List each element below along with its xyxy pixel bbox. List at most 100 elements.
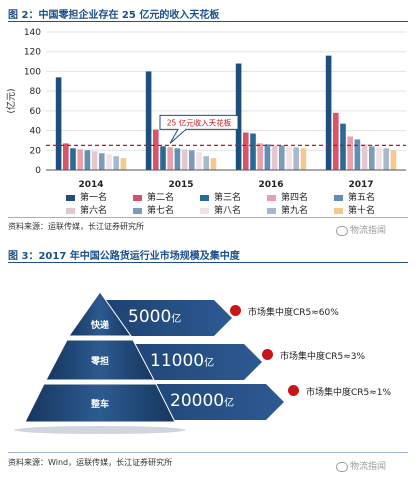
legend-item: 第六名 [66, 203, 107, 216]
pyramid-shapes [14, 291, 284, 434]
bar [70, 148, 76, 170]
figure-2-title: 图 2：中国零担企业存在 25 亿元的收入天花板 [8, 10, 220, 21]
y-tick-label: 20 [30, 146, 42, 156]
pyramid-level-name: 整车 [90, 400, 109, 410]
bar [243, 132, 249, 170]
concentration-label: 市场集中度CR5≈60% [248, 308, 339, 318]
bar [91, 151, 98, 170]
figure-2-top-rule [8, 21, 408, 22]
bar [167, 147, 173, 170]
pyramid-value-number: 11000 [150, 351, 205, 371]
pyramid-tier [24, 383, 176, 423]
y-axis-label: (亿元) [5, 88, 17, 113]
x-tick-label: 2017 [348, 180, 373, 190]
figure-3-top-rule [8, 262, 408, 263]
figure-3-bottom-rule [8, 452, 408, 453]
concentration-dot [230, 305, 241, 316]
pyramid-level-name: 快递 [90, 321, 109, 331]
legend-label: 第四名 [281, 193, 309, 203]
ceiling-callout-box [159, 114, 239, 130]
x-tick-label: 2015 [168, 180, 193, 190]
bar [174, 148, 181, 170]
bar [286, 146, 292, 170]
concentration-dot [288, 385, 299, 396]
watermark-text: 物流指闻 [350, 462, 387, 472]
figure-2-bottom-rule [8, 217, 408, 218]
y-tick-label: 60 [30, 107, 42, 117]
legend-swatch [200, 194, 209, 201]
legend-swatch [267, 207, 276, 214]
x-tick-label: 2014 [78, 180, 103, 190]
wechat-icon [336, 225, 348, 236]
ceiling-reference: 25 亿元收入天花板 [46, 114, 406, 146]
revenue-bar-chart: 0 20 40 60 80 100 120 140 (亿元) 2014 2015 2016 2017 2… [5, 28, 406, 190]
legend-swatch [66, 207, 75, 214]
legend-swatch [267, 194, 276, 201]
figure-2-source: 资料来源：运联传媒，长江证券研究所 [8, 222, 144, 231]
bar [390, 150, 397, 170]
bar [77, 149, 83, 170]
legend-swatch [334, 207, 343, 214]
legend-swatch [133, 207, 142, 214]
y-tick-label: 140 [24, 28, 41, 38]
bar [300, 148, 307, 170]
bar [347, 136, 353, 170]
figure-3-source: 资料来源：Wind，运联传媒，长江证券研究所 [8, 458, 173, 467]
legend-label: 第二名 [147, 193, 175, 203]
legend-label: 第八名 [214, 206, 242, 216]
legend-label: 第九名 [281, 206, 309, 216]
pyramid-band [100, 300, 232, 336]
chart-axis: 0 20 40 60 80 100 120 140 (亿元) 2014 2015 2016 2017 [5, 28, 406, 190]
watermark-text: 物流指闻 [350, 226, 387, 236]
bar [376, 147, 382, 170]
ceiling-callout-pointer [169, 128, 187, 144]
bar [55, 77, 62, 170]
pyramid-tier [45, 339, 155, 381]
legend-label: 第六名 [80, 206, 108, 216]
bar [361, 144, 368, 170]
legend-item: 第十名 [334, 203, 375, 216]
bar [196, 152, 202, 170]
pyramid-value-unit: 亿 [171, 314, 182, 325]
legend-label: 第十名 [348, 206, 376, 216]
bar [84, 150, 91, 170]
concentration-label: 市场集中度CR5≈1% [306, 388, 392, 398]
legend-label: 第五名 [348, 193, 376, 203]
legend-item: 第四名 [267, 190, 308, 203]
y-tick-label: 120 [24, 48, 41, 58]
legend-item: 第七名 [133, 203, 174, 216]
legend-swatch [66, 194, 75, 201]
bar [325, 55, 332, 170]
legend-label: 第三名 [214, 193, 242, 203]
pyramid-value-number: 20000 [170, 391, 225, 411]
pyramid-level-value: 5000亿 [128, 307, 181, 327]
legend-item: 第五名 [334, 190, 375, 203]
bar [383, 148, 389, 170]
legend-label: 第七名 [147, 206, 175, 216]
bar [203, 156, 209, 170]
legend-item: 第一名 [66, 190, 107, 203]
bar [189, 150, 195, 170]
bar [235, 63, 242, 170]
y-tick-label: 40 [30, 127, 42, 137]
pyramid-shadow [14, 426, 186, 434]
legend-label: 第一名 [80, 193, 108, 203]
pyramid-value-number: 5000 [128, 307, 172, 327]
watermark-bottom: 物流指闻 [336, 459, 386, 472]
chart-bars [55, 55, 397, 170]
figure-3-title: 图 3：2017 年中国公路货运行业市场规模及集中度 [8, 251, 240, 262]
y-tick-label: 100 [24, 67, 41, 77]
bar [333, 112, 339, 170]
bar [160, 146, 166, 170]
bar [120, 158, 127, 170]
legend-swatch [334, 194, 343, 201]
bar [271, 145, 278, 170]
bar [340, 123, 346, 170]
pyramid-tier [68, 291, 132, 337]
bar [153, 129, 159, 170]
pyramid-level-name: 零担 [90, 357, 109, 367]
bar [210, 158, 217, 170]
y-tick-label: 80 [30, 87, 42, 97]
pyramid-level-value: 20000亿 [170, 391, 234, 411]
bar [250, 133, 256, 170]
